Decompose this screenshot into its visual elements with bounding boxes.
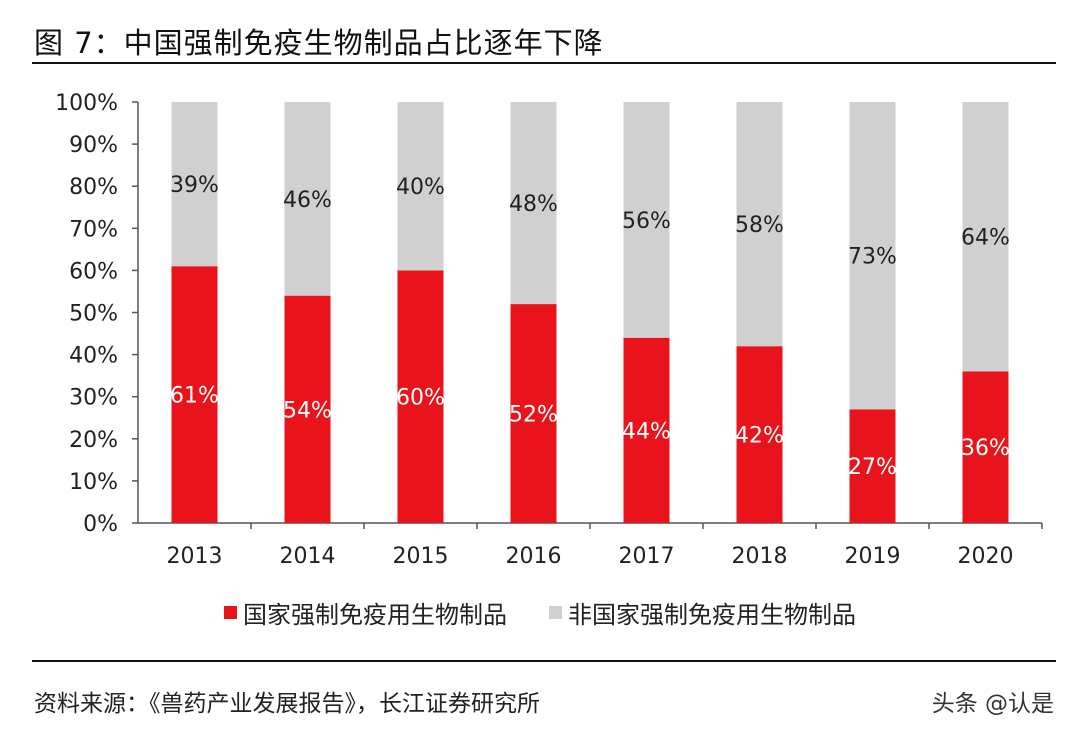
bar-mandatory-2017 <box>623 337 670 523</box>
legend-item-non-mandatory: 非国家强制免疫用生物制品 <box>549 595 856 630</box>
y-tick-label: 30% <box>69 386 118 411</box>
x-tick-label: 2020 <box>958 544 1014 569</box>
y-tick-label: 50% <box>69 302 118 327</box>
legend-label-non-mandatory: 非国家强制免疫用生物制品 <box>568 601 856 629</box>
bar-mandatory-2016 <box>510 304 557 523</box>
bar-mandatory-2019 <box>849 409 896 523</box>
data-label-mandatory: 27% <box>848 455 897 480</box>
watermark: 头条 @认是 <box>931 691 1054 717</box>
source-rule <box>32 660 1056 662</box>
bar-non-mandatory-2013 <box>171 102 218 267</box>
y-tick-label: 80% <box>69 175 118 200</box>
x-tick-label: 2018 <box>732 544 788 569</box>
y-tick-label: 0% <box>83 512 118 537</box>
data-label-non-mandatory: 46% <box>283 188 332 213</box>
bar-non-mandatory-2014 <box>284 102 331 296</box>
data-label-non-mandatory: 64% <box>961 226 1010 251</box>
data-label-mandatory: 42% <box>735 424 784 449</box>
data-label-non-mandatory: 48% <box>509 192 558 217</box>
bar-non-mandatory-2018 <box>736 102 783 347</box>
y-tick-label: 100% <box>55 91 118 116</box>
source-note: 资料来源：《兽药产业发展报告》，长江证券研究所 <box>34 691 540 717</box>
x-tick-label: 2017 <box>619 544 675 569</box>
legend-swatch-non-mandatory <box>549 606 562 619</box>
legend: 国家强制免疫用生物制品 非国家强制免疫用生物制品 <box>0 595 1080 630</box>
bar-mandatory-2020 <box>962 371 1009 523</box>
x-tick-label: 2016 <box>506 544 562 569</box>
data-label-mandatory: 54% <box>283 398 332 423</box>
data-label-mandatory: 61% <box>170 384 219 409</box>
y-tick-label: 70% <box>69 217 118 242</box>
legend-swatch-mandatory <box>224 606 237 619</box>
bar-mandatory-2015 <box>397 270 444 523</box>
bar-non-mandatory-2015 <box>397 102 444 271</box>
title-rule <box>32 62 1056 64</box>
y-tick-label: 10% <box>69 470 118 495</box>
data-label-mandatory: 44% <box>622 419 671 444</box>
legend-label-mandatory: 国家强制免疫用生物制品 <box>243 601 507 629</box>
x-tick-label: 2013 <box>167 544 223 569</box>
x-tick-label: 2015 <box>393 544 449 569</box>
x-tick-label: 2014 <box>280 544 336 569</box>
data-label-mandatory: 36% <box>961 436 1010 461</box>
bar-mandatory-2014 <box>284 295 331 523</box>
data-label-non-mandatory: 39% <box>170 173 219 198</box>
bar-non-mandatory-2017 <box>623 102 670 338</box>
legend-item-mandatory: 国家强制免疫用生物制品 <box>224 595 507 630</box>
data-label-non-mandatory: 56% <box>622 209 671 234</box>
y-tick-label: 20% <box>69 428 118 453</box>
bar-mandatory-2018 <box>736 346 783 523</box>
chart-title: 图 7：中国强制免疫生物制品占比逐年下降 <box>34 26 604 60</box>
bar-non-mandatory-2019 <box>849 102 896 410</box>
bar-mandatory-2013 <box>171 266 218 523</box>
data-label-non-mandatory: 58% <box>735 213 784 238</box>
stacked-bar-chart: 0% 10% 20% 30% 40% 50% 60% 70% 80% 90% 100% 61% 39% 2… <box>55 91 1043 569</box>
y-tick-label: 60% <box>69 259 118 284</box>
y-tick-label: 40% <box>69 344 118 369</box>
bar-non-mandatory-2016 <box>510 102 557 305</box>
bar-non-mandatory-2020 <box>962 102 1009 372</box>
x-tick-label: 2019 <box>845 544 901 569</box>
data-label-mandatory: 52% <box>509 403 558 428</box>
y-tick-label: 90% <box>69 133 118 158</box>
data-label-mandatory: 60% <box>396 386 445 411</box>
data-label-non-mandatory: 73% <box>848 245 897 270</box>
data-label-non-mandatory: 40% <box>396 175 445 200</box>
